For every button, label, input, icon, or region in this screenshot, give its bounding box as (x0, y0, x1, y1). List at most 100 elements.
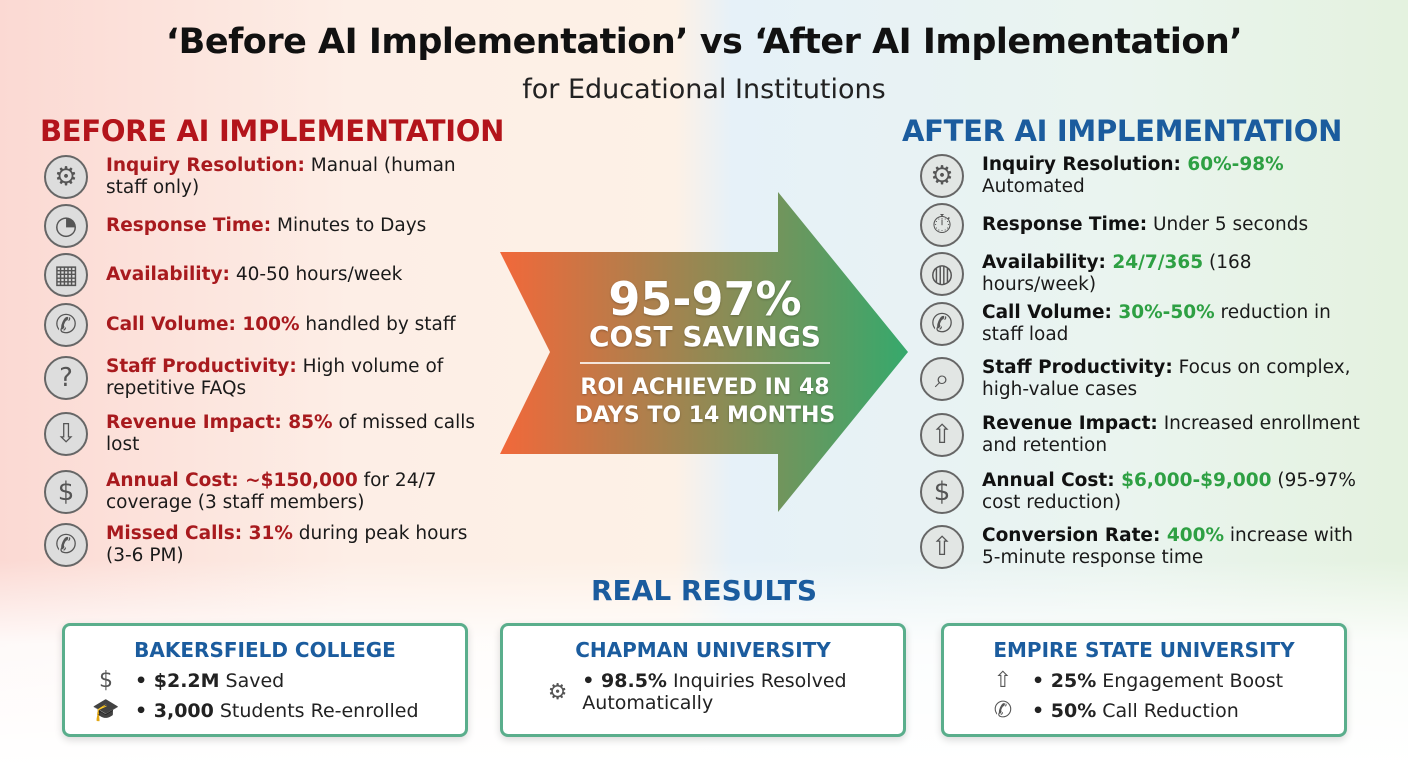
gear-person-icon: ⚙ (44, 155, 88, 199)
result-line: $ • $2.2M Saved (91, 668, 284, 693)
price-tag-icon: $ (44, 470, 88, 514)
up-arrow-icon: ⇧ (993, 668, 1013, 693)
item-label: Conversion Rate: (982, 525, 1161, 546)
graduation-cap-icon: 🎓 (92, 698, 120, 723)
item-label: Availability: (106, 264, 230, 285)
savings-value: 95-97% (608, 272, 802, 326)
item-label: Annual Cost: (982, 470, 1115, 491)
item-detail: Increased enrollment and retention (982, 413, 1360, 456)
item-highlight: $6,000-$9,000 (1114, 470, 1272, 491)
item-label: Call Volume: (106, 314, 236, 335)
item-detail: 40-50 hours/week (229, 264, 403, 285)
item-detail: Manual (human staff only) (106, 155, 456, 198)
clock-icon: ◔ (44, 204, 88, 248)
result-text: • 3,000 Students Re-enrolled (135, 700, 419, 722)
item-detail: (168 hours/week) (982, 252, 1252, 295)
item-highlight: 100% (235, 314, 300, 335)
page-title: ‘Before AI Implementation’ vs ‘After AI … (165, 22, 1243, 62)
after-item: ⌕ Staff Productivity: Focus on complex, h… (920, 357, 1360, 401)
result-value: • 3,000 (135, 699, 214, 722)
result-value: • 50% (1032, 699, 1097, 722)
item-label: Availability: (982, 252, 1106, 273)
calendar-clock-icon: ▦ (44, 253, 88, 297)
card-title: EMPIRE STATE UNIVERSITY (993, 638, 1295, 662)
phone-ai-icon: ✆ (920, 302, 964, 346)
item-detail: (95-97% cost reduction) (982, 470, 1356, 513)
item-detail: reduction in staff load (982, 302, 1331, 345)
roi-text: ROI ACHIEVED IN 48 DAYS TO 14 MONTHS (540, 374, 870, 430)
divider (580, 362, 830, 364)
item-detail: Automated (982, 176, 1085, 197)
before-heading: BEFORE AI IMPLEMENTATION (40, 114, 505, 148)
before-item-text: Availability: 40-50 hours/week (106, 264, 402, 286)
before-item: ? Staff Productivity: High volume of repe… (44, 356, 484, 400)
before-item: ⇩ Revenue Impact: 85% of missed calls los… (44, 412, 484, 456)
item-highlight: 24/7/365 (1105, 252, 1204, 273)
result-card: BAKERSFIELD COLLEGE $ • $2.2M Saved 🎓 • 3,000… (62, 623, 468, 737)
results-heading: REAL RESULTS (590, 574, 817, 607)
after-item-text: Revenue Impact: Increased enrollment and… (982, 413, 1360, 457)
item-label: Staff Productivity: (982, 357, 1173, 378)
robot-arm-icon: ⚙ (547, 679, 568, 705)
item-label: Inquiry Resolution: (106, 155, 305, 176)
result-line: ✆ • 50% Call Reduction (988, 698, 1239, 723)
phone-incoming-icon: ✆ (44, 303, 88, 347)
item-detail: Focus on complex, high-value cases (982, 357, 1351, 400)
after-heading: AFTER AI IMPLEMENTATION (902, 114, 1343, 148)
dollar-chart-down-icon: $ (920, 470, 964, 514)
result-value: • 25% (1032, 669, 1097, 692)
result-card: CHAPMAN UNIVERSITY ⚙ • 98.5% Inquiries Reso… (500, 623, 906, 737)
item-highlight: 30%-50% (1111, 302, 1215, 323)
item-label: Revenue Impact: (106, 412, 282, 433)
result-text: • 50% Call Reduction (1032, 700, 1239, 722)
before-item: ◔ Response Time: Minutes to Days (44, 204, 484, 248)
result-line: 🎓 • 3,000 Students Re-enrolled (91, 698, 419, 723)
before-item-text: Revenue Impact: 85% of missed calls lost (106, 412, 484, 456)
item-detail: for 24/7 coverage (3 staff members) (106, 470, 437, 513)
item-highlight: 85% (281, 412, 333, 433)
item-label: Annual Cost: (106, 470, 239, 491)
item-highlight: 60%-98% (1180, 154, 1284, 175)
after-item-text: Annual Cost: $6,000-$9,000 (95-97% cost … (982, 470, 1360, 514)
item-label: Staff Productivity: (106, 356, 297, 377)
savings-label: COST SAVINGS (589, 320, 821, 353)
card-title: CHAPMAN UNIVERSITY (575, 638, 831, 662)
globe-clock-icon: ◍ (920, 252, 964, 296)
item-label: Missed Calls: (106, 523, 243, 544)
result-label: Inquiries Resolved Automatically (582, 670, 847, 714)
result-text: • 98.5% Inquiries Resolved Automatically (582, 670, 867, 714)
after-item: ⇧ Revenue Impact: Increased enrollment an… (920, 413, 1360, 457)
item-label: Response Time: (106, 215, 272, 236)
dollar-down-arrow-icon: ⇩ (44, 412, 88, 456)
before-item-text: Missed Calls: 31% during peak hours (3-6… (106, 523, 484, 567)
result-text: • $2.2M Saved (135, 670, 284, 692)
after-item-text: Inquiry Resolution: 60%-98% Automated (982, 154, 1360, 198)
item-detail: Minutes to Days (271, 215, 427, 236)
result-text: • 25% Engagement Boost (1032, 670, 1283, 692)
item-detail: High volume of repetitive FAQs (106, 356, 444, 399)
before-item-text: Response Time: Minutes to Days (106, 215, 426, 237)
item-detail: of missed calls lost (106, 412, 476, 455)
transition-arrow (500, 192, 908, 512)
result-value: • 98.5% (582, 670, 667, 692)
result-label: Call Reduction (1102, 699, 1239, 722)
dollar-coin-icon: $ (99, 668, 113, 693)
after-item: ⚙ Inquiry Resolution: 60%-98% Automated (920, 154, 1360, 198)
item-highlight: 31% (242, 523, 293, 544)
result-card: EMPIRE STATE UNIVERSITY ⇧ • 25% Engagement … (941, 623, 1347, 737)
phone-down-icon: ✆ (993, 698, 1013, 723)
gear-brain-icon: ⚙ (920, 154, 964, 198)
before-item: $ Annual Cost: ~$150,000 for 24/7 coverag… (44, 470, 484, 514)
before-item: ▦ Availability: 40-50 hours/week (44, 253, 484, 297)
item-label: Inquiry Resolution: (982, 154, 1181, 175)
after-item-text: Call Volume: 30%-50% reduction in staff … (982, 302, 1360, 346)
item-detail: handled by staff (299, 314, 456, 335)
card-title: BAKERSFIELD COLLEGE (134, 638, 396, 662)
item-highlight: ~$150,000 (238, 470, 358, 491)
stopwatch-bolt-icon: ⏱ (920, 203, 964, 247)
phone-missed-icon: ✆ (44, 523, 88, 567)
item-label: Revenue Impact: (982, 413, 1158, 434)
before-item: ⚙ Inquiry Resolution: Manual (human staff… (44, 155, 484, 199)
before-item-text: Annual Cost: ~$150,000 for 24/7 coverage… (106, 470, 484, 514)
after-item-text: Response Time: Under 5 seconds (982, 214, 1308, 236)
